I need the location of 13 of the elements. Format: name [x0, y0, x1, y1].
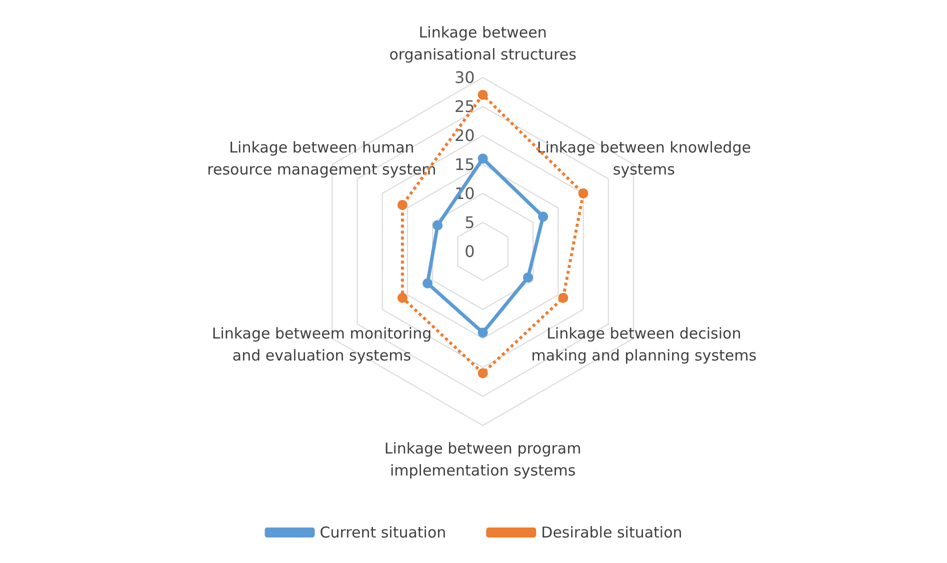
y-tick-label: 30: [454, 68, 475, 87]
y-tick-label: 15: [454, 154, 475, 174]
legend-label: Current situation: [320, 524, 446, 542]
spoke-label: Linkage between knowledge systems: [536, 138, 751, 178]
spoke-label: Linkage betweem monitoring and evaluation systems: [212, 324, 432, 364]
spoke-label: Linkage between program implementation systems: [384, 439, 582, 480]
spoke-label: Linkage between organisational structures: [389, 23, 577, 64]
y-tick-label: 5: [464, 212, 475, 232]
y-tick-label: 20: [454, 126, 475, 145]
y-tick-label: 0: [464, 242, 475, 261]
spoke-label: Linkage between human resource management system: [207, 138, 436, 178]
spoke-label: Linkage between decision making and planning systems: [531, 324, 757, 364]
legend-label: Desirable situation: [541, 524, 682, 542]
